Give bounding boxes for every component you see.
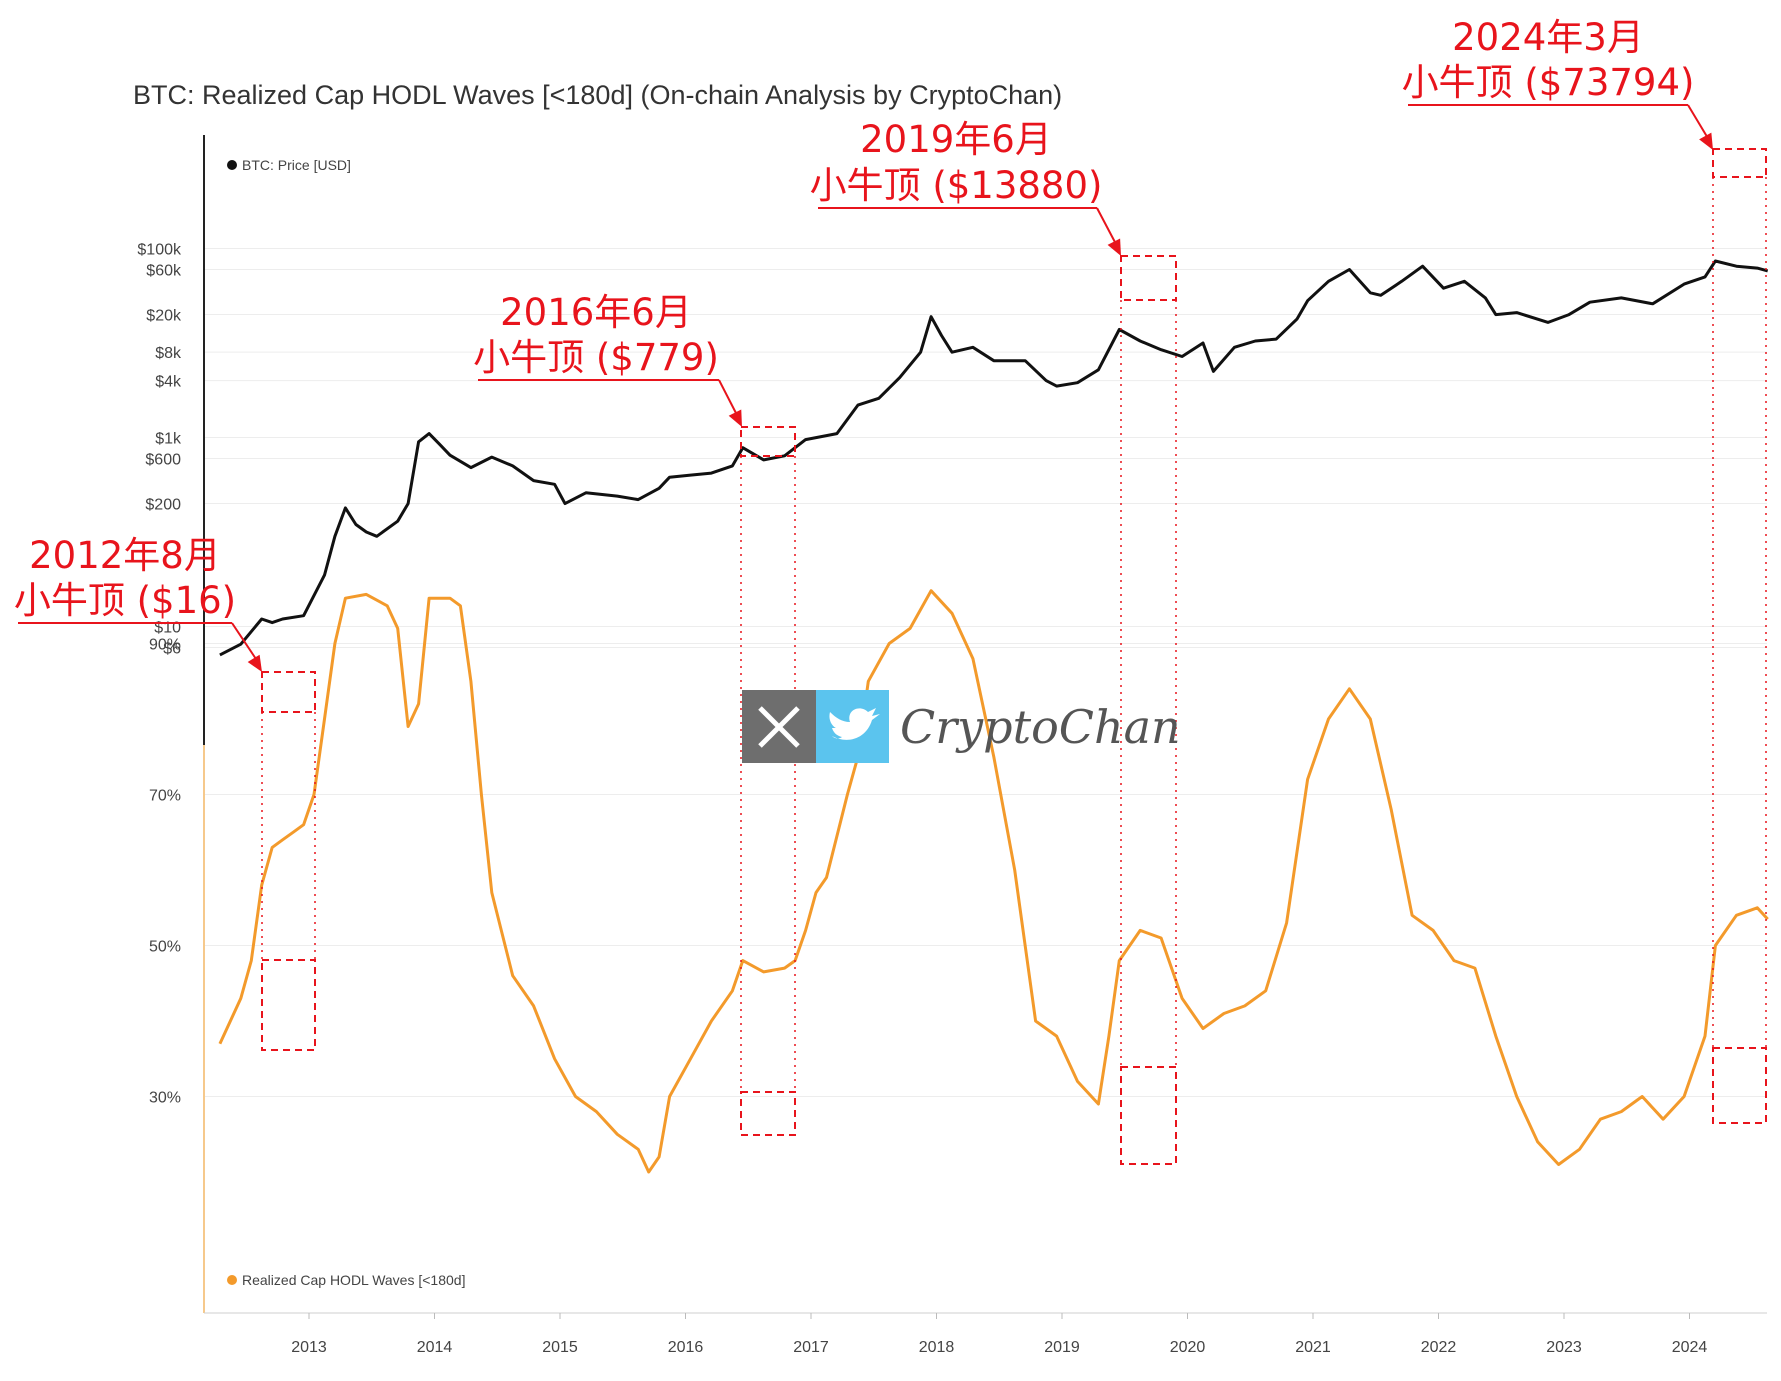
watermark-text: CryptoChan bbox=[900, 700, 1181, 754]
annotation-arrowhead bbox=[1699, 132, 1713, 150]
price-tick-label: $60k bbox=[146, 262, 182, 279]
price-axis-ticks: $100k$60k$20k$8k$4k$1k$600$200$10$6 bbox=[137, 242, 182, 658]
wave-highlight-box bbox=[740, 1091, 796, 1136]
x-tick-label: 2023 bbox=[1546, 1339, 1582, 1356]
x-tick-label: 2017 bbox=[793, 1339, 829, 1356]
annotation-date: 2016年6月 bbox=[500, 291, 692, 334]
annotation-price: 小牛顶 ($73794) bbox=[1402, 61, 1695, 104]
x-tick-label: 2022 bbox=[1421, 1339, 1457, 1356]
legend-wave: Realized Cap HODL Waves [<180d] bbox=[227, 1272, 465, 1288]
price-tick-label: $600 bbox=[145, 451, 181, 468]
grid-lines bbox=[204, 248, 1767, 1097]
legend-price-label: BTC: Price [USD] bbox=[242, 157, 351, 173]
annotation-arrowhead bbox=[1107, 238, 1121, 256]
annotation-price: 小牛顶 ($779) bbox=[473, 336, 719, 379]
percent-axis-ticks: 90% 70% 50% 30% bbox=[149, 637, 181, 1107]
price-highlight-box bbox=[740, 426, 796, 457]
price-highlight-box bbox=[1120, 255, 1177, 301]
annotation-arrow-line bbox=[1687, 104, 1710, 141]
price-series-line bbox=[219, 259, 1769, 657]
annotation-arrow-line bbox=[718, 379, 739, 418]
price-tick-label: $6 bbox=[163, 640, 181, 657]
percent-tick-label: 50% bbox=[149, 939, 181, 956]
x-tick-label: 2024 bbox=[1672, 1339, 1708, 1356]
price-highlight-box bbox=[261, 671, 316, 713]
annotation-arrowhead bbox=[728, 409, 742, 427]
watermark: CryptoChan bbox=[742, 690, 1181, 763]
annotation-price: 小牛顶 ($16) bbox=[14, 579, 236, 622]
percent-tick-label: 30% bbox=[149, 1090, 181, 1107]
x-tick-label: 2021 bbox=[1295, 1339, 1331, 1356]
wave-highlight-box bbox=[261, 959, 316, 1051]
percent-tick-label: 90% bbox=[149, 637, 181, 654]
legend-price-marker bbox=[227, 160, 237, 170]
x-tick-label: 2016 bbox=[668, 1339, 704, 1356]
wave-highlight-box bbox=[1120, 1066, 1177, 1165]
price-tick-label: $200 bbox=[145, 497, 181, 514]
highlight-boxes bbox=[261, 148, 1767, 1165]
hodl-wave-series-line bbox=[218, 589, 1769, 1174]
x-tick-label: 2015 bbox=[542, 1339, 578, 1356]
annotation-arrow-line bbox=[231, 622, 259, 663]
percent-tick-label: 70% bbox=[149, 788, 181, 805]
annotation-date: 2019年6月 bbox=[860, 118, 1052, 161]
annotation-date: 2024年3月 bbox=[1452, 16, 1644, 59]
annotation-price: 小牛顶 ($13880) bbox=[810, 164, 1103, 207]
x-tick-label: 2014 bbox=[417, 1339, 453, 1356]
price-tick-label: $4k bbox=[155, 374, 182, 391]
price-tick-label: $100k bbox=[137, 242, 182, 259]
annotation-arrow-line bbox=[1096, 207, 1118, 247]
price-tick-label: $20k bbox=[146, 308, 182, 325]
chart-title: BTC: Realized Cap HODL Waves [<180d] (On… bbox=[133, 80, 1062, 110]
price-tick-label: $1k bbox=[155, 431, 182, 448]
x-logo-glyph bbox=[758, 706, 800, 748]
annotation-arrowhead bbox=[247, 654, 262, 672]
price-tick-label: $8k bbox=[155, 345, 182, 362]
x-tick-label: 2018 bbox=[919, 1339, 955, 1356]
x-axis-ticks: 2013 2014 2015 2016 2017 2018 2019 2020 2021 2022… bbox=[291, 1313, 1707, 1356]
price-highlight-box bbox=[1712, 148, 1767, 178]
x-tick-label: 2019 bbox=[1044, 1339, 1080, 1356]
legend-wave-marker bbox=[227, 1275, 237, 1285]
annotation-date: 2012年8月 bbox=[29, 534, 221, 577]
legend-wave-label: Realized Cap HODL Waves [<180d] bbox=[242, 1272, 465, 1288]
x-tick-label: 2020 bbox=[1170, 1339, 1206, 1356]
legend-price: BTC: Price [USD] bbox=[227, 157, 351, 173]
bird-glyph bbox=[829, 708, 880, 740]
wave-highlight-box bbox=[1712, 1047, 1767, 1124]
x-tick-label: 2013 bbox=[291, 1339, 327, 1356]
